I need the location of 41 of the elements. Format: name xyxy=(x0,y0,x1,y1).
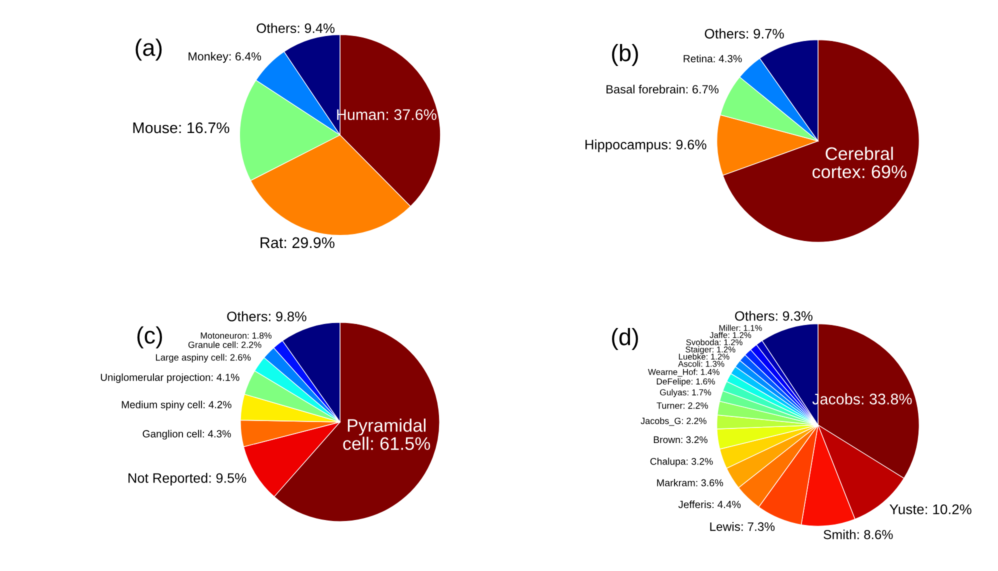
slice-label: Luebke: 1.2% xyxy=(678,353,730,360)
slice-label: Jaffe: 1.2% xyxy=(710,332,752,338)
slice-label: Brown: 3.2% xyxy=(654,436,708,444)
slice-label: Turner: 2.2% xyxy=(656,402,708,409)
slice-label: Uniglomerular projection: 4.1% xyxy=(100,373,240,383)
slice-label: Not Reported: 9.5% xyxy=(128,472,246,486)
slice-label: Others: 9.3% xyxy=(735,310,812,321)
slice-label: Jacobs_G: 2.2% xyxy=(640,417,706,426)
slice-label: Basal forebrain: 6.7% xyxy=(606,84,719,94)
slice-label: Granule cell: 2.2% xyxy=(188,341,262,348)
slice-label: Gulyas: 1.7% xyxy=(660,389,712,398)
slice-label: Svoboda: 1.2% xyxy=(686,339,742,346)
slice-label: Hippocampus: 9.6% xyxy=(585,139,706,152)
slice-label: Motoneuron: 1.8% xyxy=(200,332,272,339)
text: (b) xyxy=(612,44,638,66)
slice-label: Monkey: 6.4% xyxy=(188,52,262,63)
slice-label: Markram: 3.6% xyxy=(657,479,724,486)
slice-label: Rat: 29.9% xyxy=(260,237,334,248)
slice-label: Medium spiny cell: 4.2% xyxy=(122,400,232,410)
slice-label: Large aspiny cell: 2.6% xyxy=(156,354,251,363)
slice-label: Chalupa: 3.2% xyxy=(650,458,713,467)
slice-label: Yuste: 10.2% xyxy=(890,504,972,514)
slice-label: Pyramidal cell: 61.5% xyxy=(343,418,430,450)
slice-label: Others: 9.8% xyxy=(227,311,306,322)
slice-label: Ascoli: 1.3% xyxy=(678,360,724,367)
slice-label: Jefferis: 4.4% xyxy=(678,500,741,508)
slice-label: Ganglion cell: 4.3% xyxy=(142,430,231,440)
slice-label: DeFelipe: 1.6% xyxy=(656,378,715,386)
text: (c) xyxy=(137,326,162,348)
slice-label: Smith: 8.6% xyxy=(824,530,893,540)
slice-label: Wearne_Hof: 1.4% xyxy=(648,368,720,377)
text: (d) xyxy=(612,328,638,350)
slice-label: Retina: 4.3% xyxy=(684,54,742,62)
text: (a) xyxy=(136,38,162,61)
slice-label: Mouse: 16.7% xyxy=(133,122,230,134)
slice-label: Lewis: 7.3% xyxy=(710,522,775,531)
slice-label: Cerebral cortex: 69% xyxy=(812,146,906,178)
slice-label: Others: 9.4% xyxy=(256,23,335,33)
slice-label: Others: 9.7% xyxy=(704,28,784,39)
slice-label: Miller: 1.1% xyxy=(719,324,762,331)
slice-label: Staiger: 1.2% xyxy=(686,346,736,354)
